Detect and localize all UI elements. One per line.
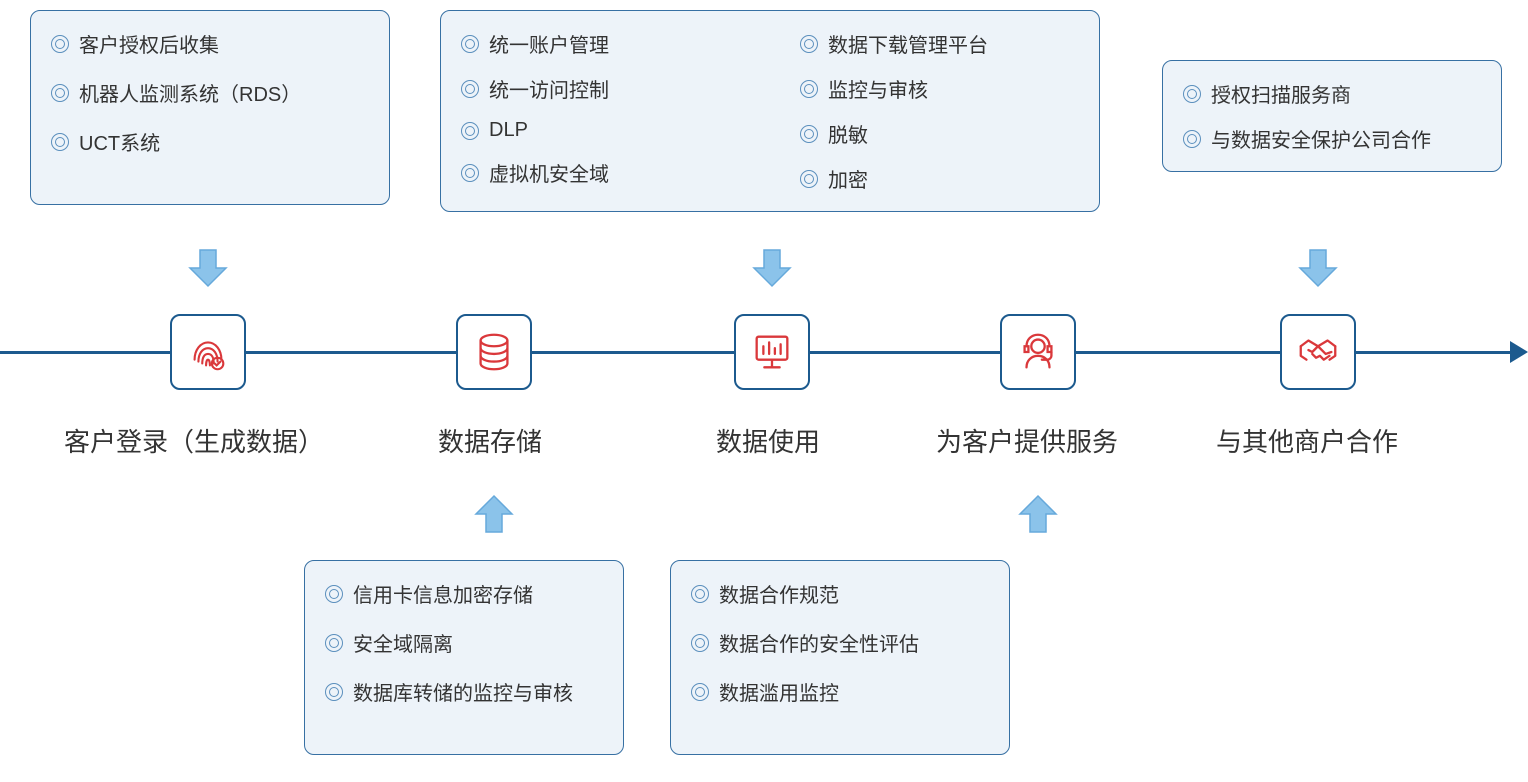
list-item: 数据合作的安全性评估 xyxy=(691,628,989,657)
list-item: 数据合作规范 xyxy=(691,579,989,608)
list-item: 安全域隔离 xyxy=(325,628,603,657)
item-text: 数据合作的安全性评估 xyxy=(719,628,919,657)
item-text: 数据库转储的监控与审核 xyxy=(353,677,573,706)
bullet-icon xyxy=(691,634,709,652)
database-icon xyxy=(471,329,517,375)
node-label-login: 客户登录（生成数据） xyxy=(64,422,324,459)
bullet-icon xyxy=(461,122,479,140)
node-storage xyxy=(456,314,532,390)
item-text: 统一访问控制 xyxy=(489,74,609,103)
bullet-icon xyxy=(461,80,479,98)
list-item: DLP xyxy=(461,119,740,142)
node-label-service: 为客户提供服务 xyxy=(936,422,1118,459)
bullet-icon xyxy=(325,683,343,701)
arrow-down-icon xyxy=(750,246,794,290)
bullet-icon xyxy=(461,35,479,53)
list-item: 客户授权后收集 xyxy=(51,29,369,58)
arrow-up-icon xyxy=(472,492,516,536)
item-text: 与数据安全保护公司合作 xyxy=(1211,124,1431,153)
bullet-icon xyxy=(800,35,818,53)
box-top_center: 统一账户管理统一访问控制 DLP 虚拟机安全域 数据下载管理平台监控与审核脱敏加密 xyxy=(440,10,1100,212)
bullet-icon xyxy=(325,634,343,652)
box-bottom_left: 信用卡信息加密存储安全域隔离数据库转储的监控与审核 xyxy=(304,560,624,755)
item-text: DLP xyxy=(489,119,528,142)
bullet-icon xyxy=(1183,130,1201,148)
arrow-up-icon xyxy=(1016,492,1060,536)
node-usage xyxy=(734,314,810,390)
item-text: 统一账户管理 xyxy=(489,29,609,58)
list-item: 加密 xyxy=(800,164,1079,193)
arrow-down-icon xyxy=(186,246,230,290)
fingerprint-icon xyxy=(185,329,231,375)
box-top_right: 授权扫描服务商与数据安全保护公司合作 xyxy=(1162,60,1502,172)
item-text: 数据合作规范 xyxy=(719,579,839,608)
bullet-icon xyxy=(800,170,818,188)
list-item: 数据下载管理平台 xyxy=(800,29,1079,58)
list-item: 数据滥用监控 xyxy=(691,677,989,706)
box-column: 统一账户管理统一访问控制 DLP 虚拟机安全域 xyxy=(461,29,740,193)
list-item: 监控与审核 xyxy=(800,74,1079,103)
bullet-icon xyxy=(461,164,479,182)
list-item: UCT系统 xyxy=(51,127,369,156)
item-text: 授权扫描服务商 xyxy=(1211,79,1351,108)
box-top_left: 客户授权后收集机器人监测系统（RDS） UCT系统 xyxy=(30,10,390,205)
item-text: 客户授权后收集 xyxy=(79,29,219,58)
list-item: 数据库转储的监控与审核 xyxy=(325,677,603,706)
list-item: 统一访问控制 xyxy=(461,74,740,103)
bullet-icon xyxy=(800,80,818,98)
bullet-icon xyxy=(325,585,343,603)
box-column: 数据下载管理平台监控与审核脱敏加密 xyxy=(800,29,1079,193)
node-label-usage: 数据使用 xyxy=(716,422,820,459)
item-text: 加密 xyxy=(828,164,868,193)
list-item: 与数据安全保护公司合作 xyxy=(1183,124,1481,153)
node-label-partner: 与其他商户合作 xyxy=(1216,422,1398,459)
item-text: 虚拟机安全域 xyxy=(489,158,609,187)
bullet-icon xyxy=(691,683,709,701)
support-icon xyxy=(1015,329,1061,375)
node-partner xyxy=(1280,314,1356,390)
item-text: 数据下载管理平台 xyxy=(828,29,988,58)
analytics-icon xyxy=(749,329,795,375)
item-text: 数据滥用监控 xyxy=(719,677,839,706)
bullet-icon xyxy=(691,585,709,603)
node-service xyxy=(1000,314,1076,390)
list-item: 虚拟机安全域 xyxy=(461,158,740,187)
list-item: 脱敏 xyxy=(800,119,1079,148)
list-item: 机器人监测系统（RDS） xyxy=(51,78,369,107)
handshake-icon xyxy=(1295,329,1341,375)
bullet-icon xyxy=(800,125,818,143)
item-text: 监控与审核 xyxy=(828,74,928,103)
node-login xyxy=(170,314,246,390)
bullet-icon xyxy=(51,35,69,53)
item-text: 机器人监测系统（RDS） xyxy=(79,78,301,107)
list-item: 信用卡信息加密存储 xyxy=(325,579,603,608)
node-label-storage: 数据存储 xyxy=(438,422,542,459)
bullet-icon xyxy=(51,133,69,151)
item-text: UCT系统 xyxy=(79,127,160,156)
list-item: 授权扫描服务商 xyxy=(1183,79,1481,108)
item-text: 脱敏 xyxy=(828,119,868,148)
box-bottom_right: 数据合作规范数据合作的安全性评估数据滥用监控 xyxy=(670,560,1010,755)
arrow-down-icon xyxy=(1296,246,1340,290)
bullet-icon xyxy=(1183,85,1201,103)
timeline-arrowhead xyxy=(1510,341,1528,363)
item-text: 信用卡信息加密存储 xyxy=(353,579,533,608)
bullet-icon xyxy=(51,84,69,102)
list-item: 统一账户管理 xyxy=(461,29,740,58)
item-text: 安全域隔离 xyxy=(353,628,453,657)
